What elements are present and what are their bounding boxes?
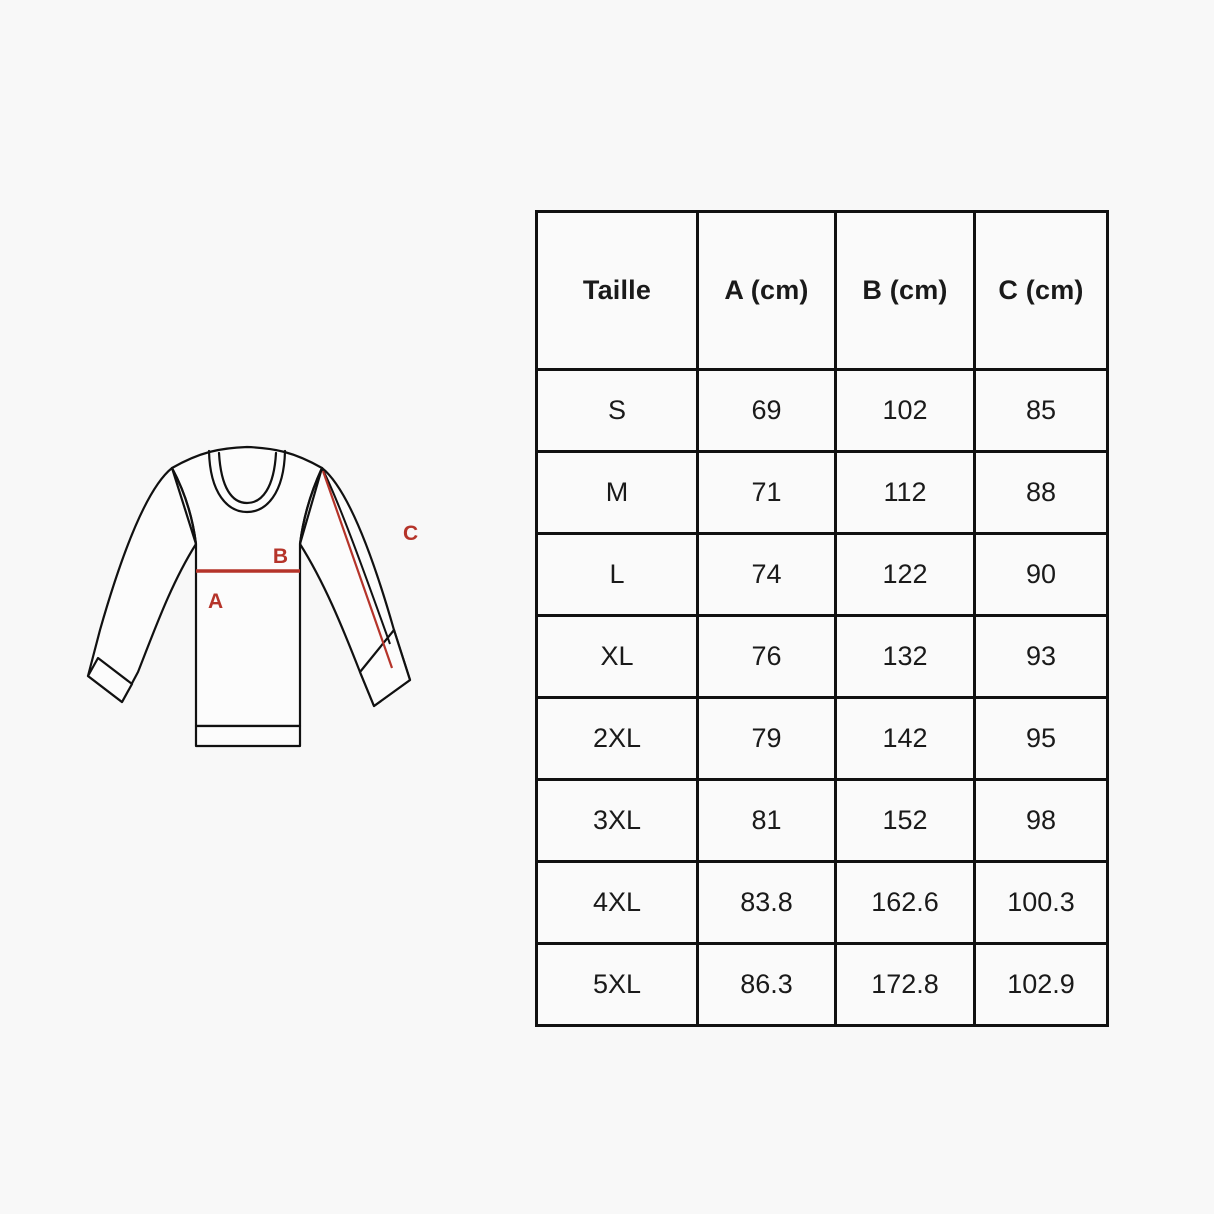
bottom-hem-band — [194, 724, 302, 748]
cell-size: M — [535, 450, 699, 535]
cell-a: 69 — [696, 368, 837, 453]
cell-size: S — [535, 368, 699, 453]
cell-b: 132 — [834, 614, 976, 699]
cell-size: L — [535, 532, 699, 617]
garment-illustration: A B C — [60, 440, 470, 770]
cell-size: 3XL — [535, 778, 699, 863]
cell-c: 98 — [973, 778, 1109, 863]
size-table: Taille A (cm) B (cm) C (cm) S 69 102 85 … — [535, 210, 1109, 1027]
cell-size: 2XL — [535, 696, 699, 781]
cell-a: 81 — [696, 778, 837, 863]
table-row: 2XL 79 142 95 — [535, 696, 1109, 781]
cell-b: 172.8 — [834, 942, 976, 1027]
cell-a: 74 — [696, 532, 837, 617]
column-header-b: B (cm) — [834, 210, 976, 371]
measure-label-a: A — [208, 590, 223, 613]
cell-c: 85 — [973, 368, 1109, 453]
collar-outer-rib — [207, 449, 287, 514]
cell-c: 88 — [973, 450, 1109, 535]
cell-c: 95 — [973, 696, 1109, 781]
right-cuff — [358, 628, 412, 708]
cell-size: 4XL — [535, 860, 699, 945]
cell-size: 5XL — [535, 942, 699, 1027]
cell-b: 122 — [834, 532, 976, 617]
column-header-c: C (cm) — [973, 210, 1109, 371]
table-header-row: Taille A (cm) B (cm) C (cm) — [535, 210, 1109, 371]
cell-a: 79 — [696, 696, 837, 781]
cell-b: 102 — [834, 368, 976, 453]
collar-inner-rib — [217, 451, 278, 505]
table-row: L 74 122 90 — [535, 532, 1109, 617]
cell-c: 93 — [973, 614, 1109, 699]
measure-label-b: B — [273, 545, 288, 568]
cell-c: 100.3 — [973, 860, 1109, 945]
right-sleeve-inner-seam — [321, 467, 391, 645]
cell-c: 102.9 — [973, 942, 1109, 1027]
column-header-taille: Taille — [535, 210, 699, 371]
left-cuff — [86, 656, 134, 704]
cell-a: 86.3 — [696, 942, 837, 1027]
measure-line-c — [321, 470, 394, 669]
cell-b: 142 — [834, 696, 976, 781]
size-table-container: Taille A (cm) B (cm) C (cm) S 69 102 85 … — [535, 210, 1109, 1027]
cell-b: 112 — [834, 450, 976, 535]
cell-b: 152 — [834, 778, 976, 863]
right-shoulder-seam — [298, 467, 323, 545]
table-row: 3XL 81 152 98 — [535, 778, 1109, 863]
left-shoulder-seam — [171, 467, 198, 545]
table-row: 4XL 83.8 162.6 100.3 — [535, 860, 1109, 945]
table-row: XL 76 132 93 — [535, 614, 1109, 699]
body-outline — [170, 445, 324, 728]
cell-size: XL — [535, 614, 699, 699]
cell-a: 83.8 — [696, 860, 837, 945]
measure-label-c: C — [403, 522, 418, 545]
cell-a: 76 — [696, 614, 837, 699]
cell-b: 162.6 — [834, 860, 976, 945]
cell-a: 71 — [696, 450, 837, 535]
table-row: S 69 102 85 — [535, 368, 1109, 453]
table-row: 5XL 86.3 172.8 102.9 — [535, 942, 1109, 1027]
cell-c: 90 — [973, 532, 1109, 617]
table-row: M 71 112 88 — [535, 450, 1109, 535]
column-header-a: A (cm) — [696, 210, 837, 371]
